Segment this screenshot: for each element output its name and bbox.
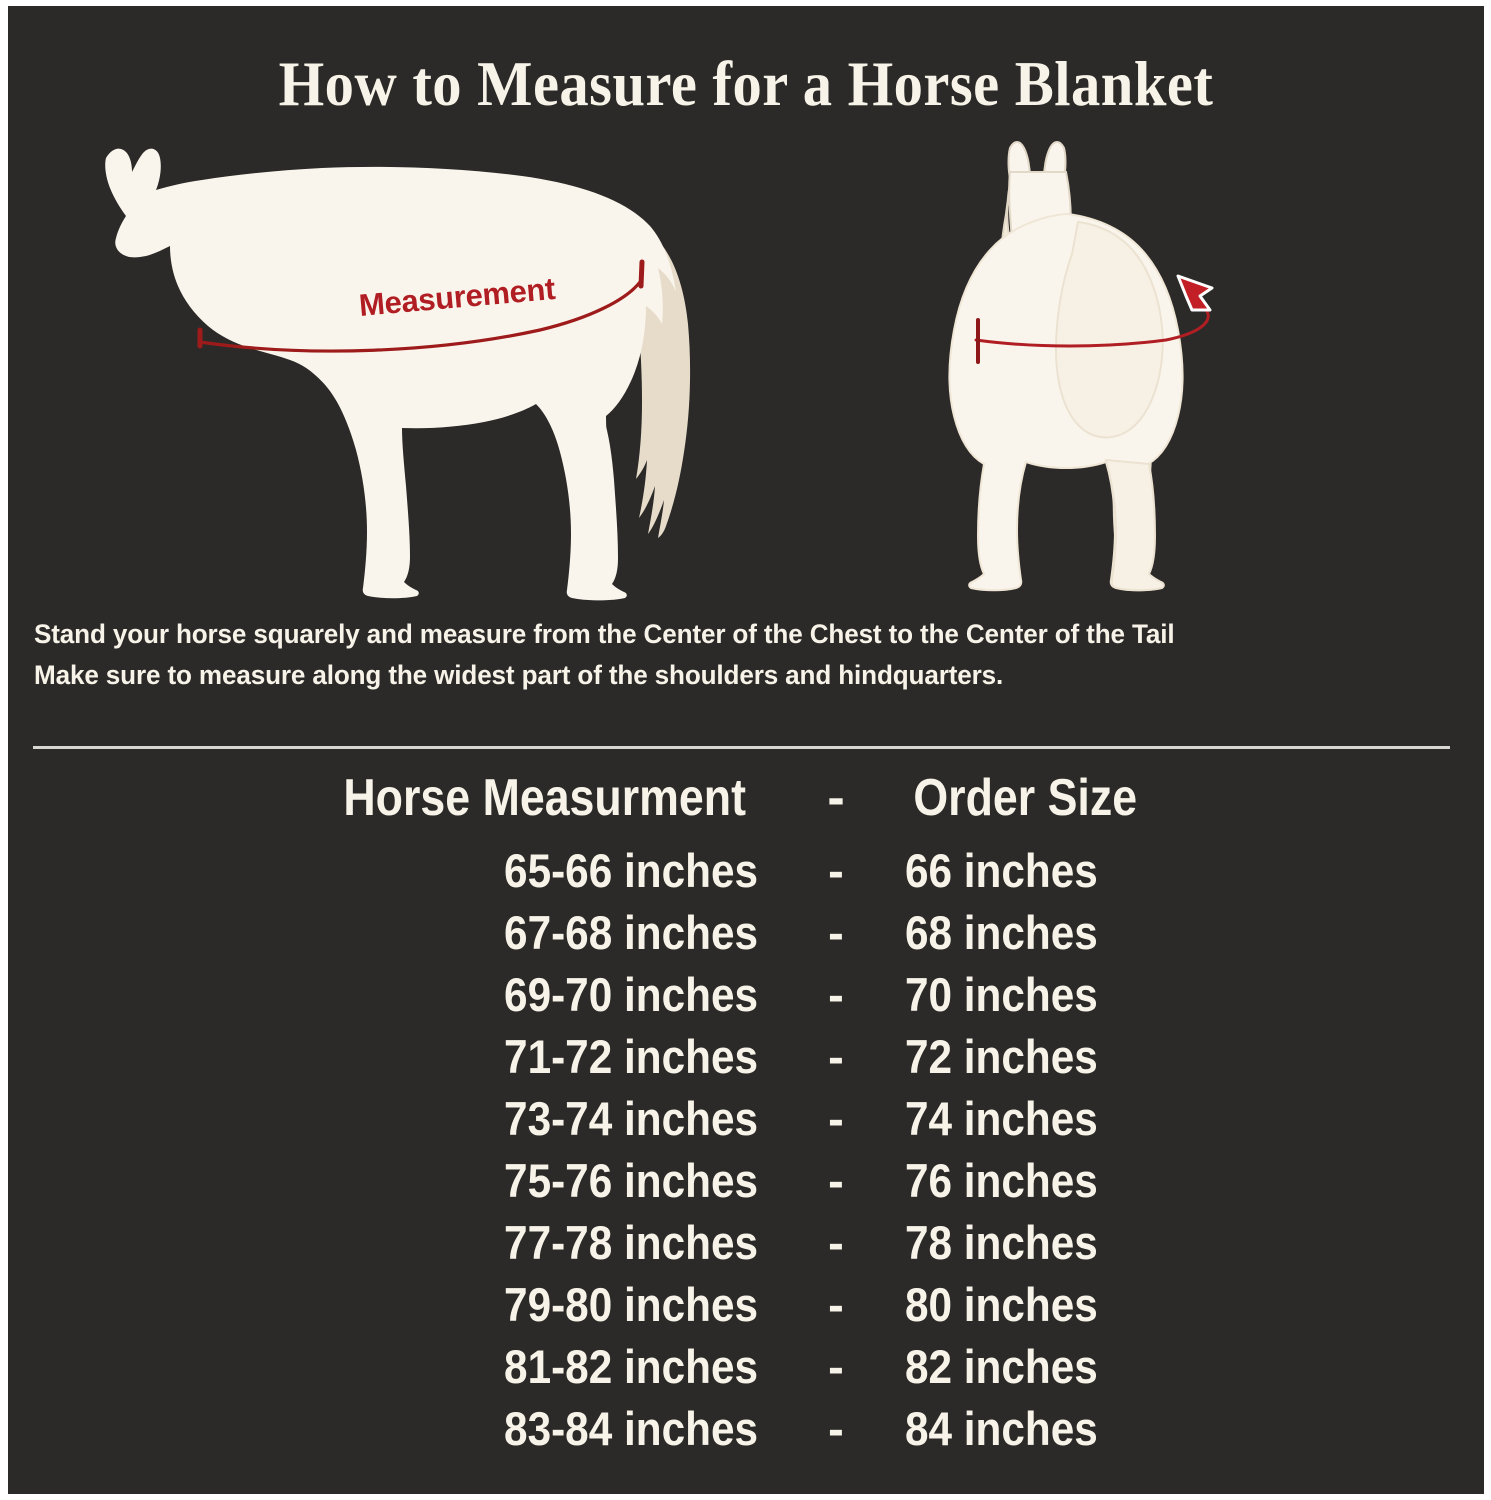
table-row: 77-78 inches - 78 inches xyxy=(8,1212,1484,1274)
table-row: 79-80 inches - 80 inches xyxy=(8,1274,1484,1336)
cell-order-size: 70 inches xyxy=(905,968,1098,1021)
cell-measurement: 65-66 inches xyxy=(504,844,758,897)
table-row: 81-82 inches - 82 inches xyxy=(8,1336,1484,1398)
horse-ear-right-shape xyxy=(1042,141,1067,179)
cell-measurement: 73-74 inches xyxy=(504,1092,758,1145)
size-table-body: 65-66 inches - 66 inches 67-68 inches - 68 in… xyxy=(8,840,1484,1460)
cell-order-size: 78 inches xyxy=(905,1216,1098,1269)
instruction-line-2: Make sure to measure along the widest pa… xyxy=(34,660,1004,690)
header-separator: - xyxy=(827,769,845,827)
cell-order-size: 76 inches xyxy=(905,1154,1098,1207)
table-row: 75-76 inches - 76 inches xyxy=(8,1150,1484,1212)
instruction-line-1: Stand your horse squarely and measure fr… xyxy=(34,619,1175,649)
cell-separator: - xyxy=(828,1340,844,1393)
horse-rear-view-illustration xyxy=(948,141,1214,592)
table-row: 69-70 inches - 70 inches xyxy=(8,964,1484,1026)
table-row: 73-74 inches - 74 inches xyxy=(8,1088,1484,1150)
cell-separator: - xyxy=(828,1402,844,1455)
cell-separator: - xyxy=(828,1154,844,1207)
cell-order-size: 74 inches xyxy=(905,1092,1098,1145)
page-title: How to Measure for a Horse Blanket xyxy=(278,49,1214,119)
horse-rear-leg-shape xyxy=(540,404,627,601)
measurement-tick-rear xyxy=(638,259,645,289)
rear-measurement-arrowhead xyxy=(1176,274,1214,312)
horse-side-view-illustration: Measurement xyxy=(105,148,691,601)
cell-separator: - xyxy=(828,968,844,1021)
header-measurement: Horse Measurment xyxy=(343,769,746,827)
cell-separator: - xyxy=(828,1092,844,1145)
cell-measurement: 75-76 inches xyxy=(504,1154,758,1207)
cell-measurement: 81-82 inches xyxy=(504,1340,758,1393)
section-divider xyxy=(33,746,1450,749)
cell-order-size: 72 inches xyxy=(905,1030,1098,1083)
cell-separator: - xyxy=(828,906,844,959)
size-table-header-row: Horse Measurment - Order Size xyxy=(8,762,1484,834)
measurement-curve xyxy=(198,280,642,353)
cell-separator: - xyxy=(828,1030,844,1083)
cell-measurement: 83-84 inches xyxy=(504,1402,758,1455)
cell-separator: - xyxy=(828,844,844,897)
cell-separator: - xyxy=(828,1216,844,1269)
cell-measurement: 67-68 inches xyxy=(504,906,758,959)
cell-measurement: 77-78 inches xyxy=(504,1216,758,1269)
illustration-area: Measurement xyxy=(8,134,1484,604)
table-row: 71-72 inches - 72 inches xyxy=(8,1026,1484,1088)
cell-order-size: 84 inches xyxy=(905,1402,1098,1455)
cell-order-size: 66 inches xyxy=(905,844,1098,897)
table-row: 83-84 inches - 84 inches xyxy=(8,1398,1484,1460)
cell-separator: - xyxy=(828,1278,844,1331)
cell-measurement: 79-80 inches xyxy=(504,1278,758,1331)
cell-order-size: 80 inches xyxy=(905,1278,1098,1331)
chart-board: How to Measure for a Horse Blanket Measu… xyxy=(8,6,1484,1494)
measuring-instructions: Stand your horse squarely and measure fr… xyxy=(34,614,1443,696)
size-table: Horse Measurment - Order Size 65-66 inch… xyxy=(8,762,1484,1460)
cell-order-size: 68 inches xyxy=(905,906,1098,959)
cell-measurement: 69-70 inches xyxy=(504,968,758,1021)
cell-measurement: 71-72 inches xyxy=(504,1030,758,1083)
horse-ear-left-shape xyxy=(1007,141,1032,179)
header-order-size: Order Size xyxy=(913,769,1138,827)
table-row: 67-68 inches - 68 inches xyxy=(8,902,1484,964)
horse-body-shape xyxy=(105,148,676,601)
horse-hind-leg-left-shape xyxy=(1104,458,1165,592)
table-row: 65-66 inches - 66 inches xyxy=(8,840,1484,902)
cell-order-size: 82 inches xyxy=(905,1340,1098,1393)
